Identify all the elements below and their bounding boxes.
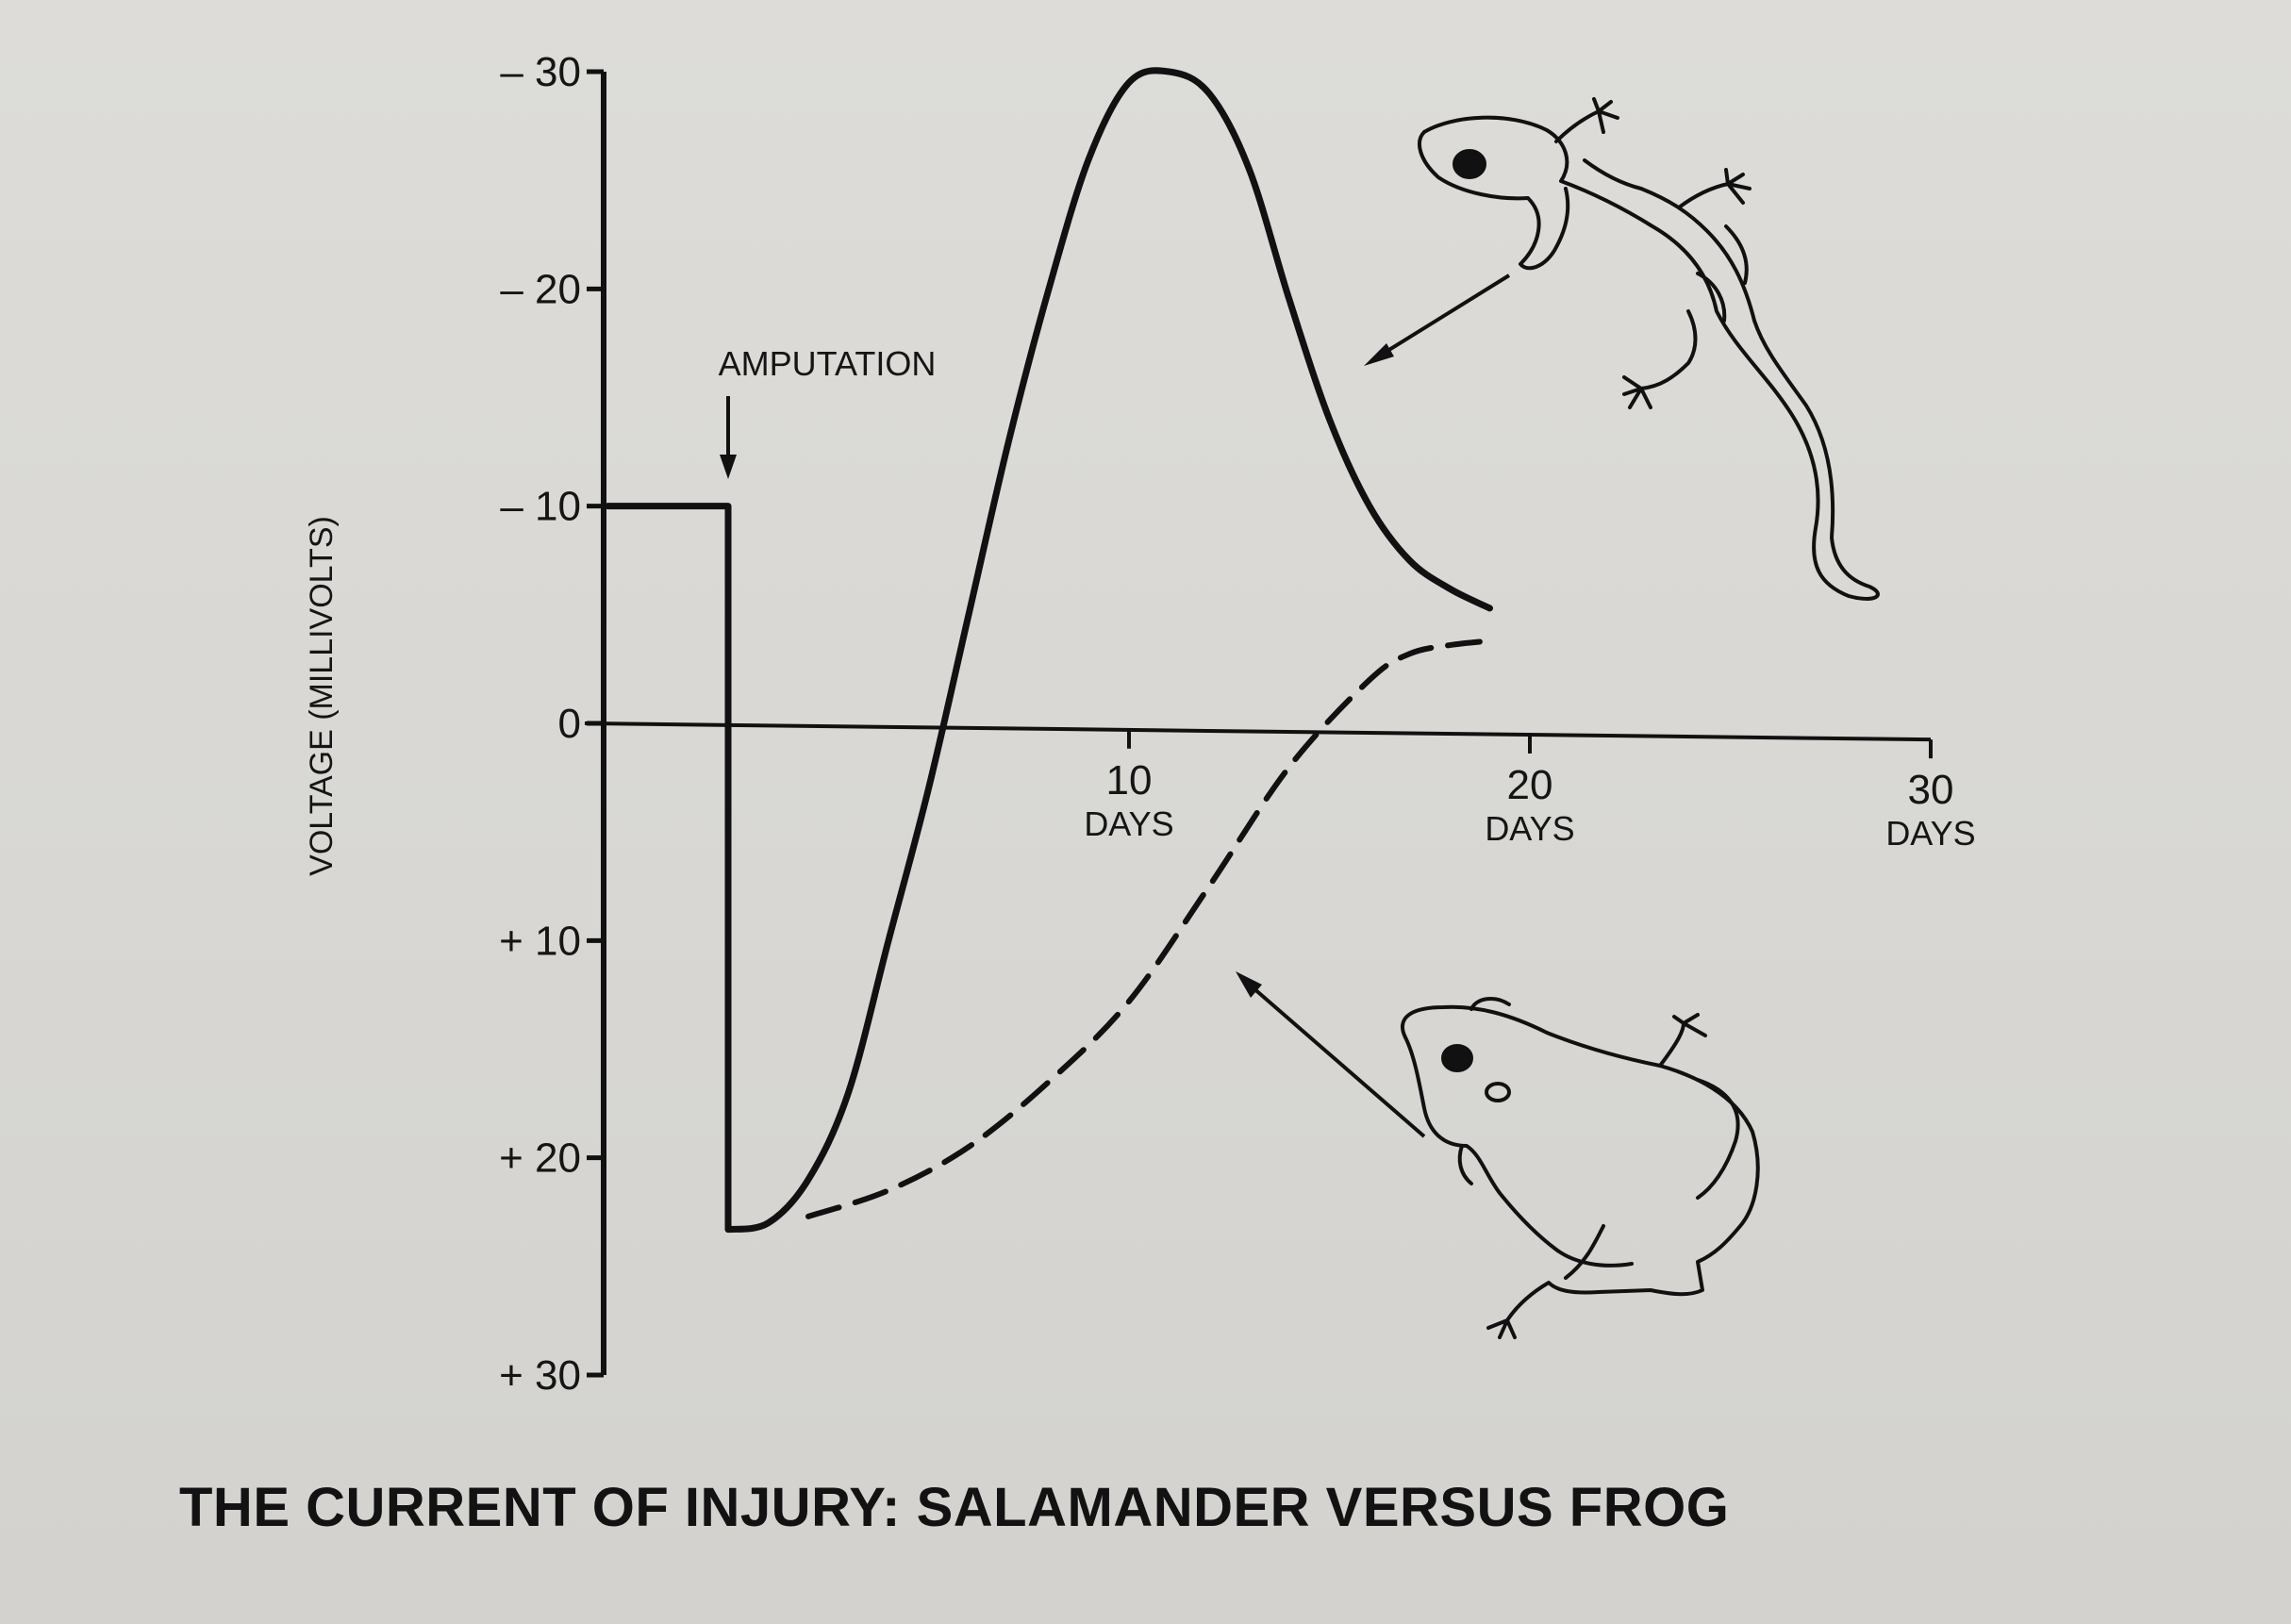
y-ticks: – 30 – 20 – 10 0 + 10 + 20 + 30 xyxy=(499,49,604,1399)
y-tick-label: – 20 xyxy=(500,266,581,312)
x-axis xyxy=(584,721,1932,742)
y-tick-label: 0 xyxy=(558,701,581,747)
frog-data-point xyxy=(1206,884,1212,889)
amputation-arrowhead xyxy=(720,455,737,479)
x-tick-label: 30 xyxy=(1908,767,1954,813)
salamander-icon xyxy=(1418,97,1880,601)
amputation-label: AMPUTATION xyxy=(719,344,937,383)
y-tick-label: – 10 xyxy=(500,484,581,530)
y-tick-label: – 30 xyxy=(500,49,581,95)
frog-icon xyxy=(1400,997,1760,1339)
x-tick-unit: DAYS xyxy=(1485,809,1574,848)
frog-voltage-line xyxy=(805,638,1493,1219)
frog-data-point xyxy=(1487,638,1493,643)
frog-data-point xyxy=(1287,764,1292,770)
salamander-arrow-icon xyxy=(1370,273,1511,362)
salamander-voltage-line xyxy=(605,67,1493,1234)
x-tick-label: 10 xyxy=(1106,757,1153,804)
series-points xyxy=(606,69,1493,1233)
y-axis-label: VOLTAGE (MILLIVOLTS) xyxy=(304,516,340,876)
frog-arrowhead xyxy=(1236,971,1262,998)
frog-arrow-icon xyxy=(1243,979,1426,1138)
y-tick-label: + 30 xyxy=(499,1352,581,1399)
y-tick-label: + 20 xyxy=(499,1135,581,1182)
x-tick-unit: DAYS xyxy=(1084,804,1173,843)
x-tick-label: 20 xyxy=(1507,762,1553,808)
figure-caption: THE CURRENT OF INJURY: SALAMANDER VERSUS… xyxy=(179,1477,1730,1538)
amputation-annotation: AMPUTATION xyxy=(719,344,937,479)
y-tick-label: + 10 xyxy=(499,918,581,964)
x-tick-unit: DAYS xyxy=(1885,814,1975,853)
salamander-arrowhead xyxy=(1364,343,1394,366)
